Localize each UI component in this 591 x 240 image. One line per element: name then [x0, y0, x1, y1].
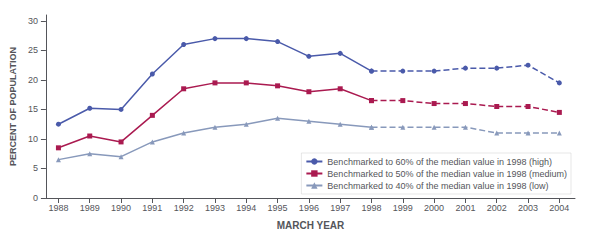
svg-text:1997: 1997	[330, 203, 350, 213]
svg-text:1999: 1999	[393, 203, 413, 213]
svg-text:1996: 1996	[299, 203, 319, 213]
svg-text:1988: 1988	[48, 203, 68, 213]
svg-text:2002: 2002	[487, 203, 507, 213]
svg-text:1992: 1992	[174, 203, 194, 213]
svg-text:10: 10	[28, 134, 38, 144]
svg-text:MARCH YEAR: MARCH YEAR	[277, 220, 345, 231]
svg-text:1995: 1995	[268, 203, 288, 213]
svg-text:5: 5	[33, 163, 38, 173]
svg-text:2004: 2004	[549, 203, 569, 213]
svg-text:2003: 2003	[518, 203, 538, 213]
svg-text:2000: 2000	[424, 203, 444, 213]
svg-text:Benchmarked to 40% of the medi: Benchmarked to 40% of the median value i…	[327, 181, 548, 191]
svg-text:1994: 1994	[236, 203, 256, 213]
svg-text:15: 15	[28, 104, 38, 114]
svg-text:30: 30	[28, 16, 38, 26]
svg-text:2001: 2001	[455, 203, 475, 213]
svg-text:0: 0	[33, 193, 38, 203]
svg-text:Benchmarked to 60% of the medi: Benchmarked to 60% of the median value i…	[327, 157, 552, 167]
svg-text:25: 25	[28, 45, 38, 55]
svg-text:Benchmarked to 50% of the medi: Benchmarked to 50% of the median value i…	[327, 169, 567, 179]
svg-text:1989: 1989	[80, 203, 100, 213]
svg-text:20: 20	[28, 75, 38, 85]
svg-text:1998: 1998	[361, 203, 381, 213]
svg-text:1993: 1993	[205, 203, 225, 213]
svg-text:PERCENT OF POPULATION: PERCENT OF POPULATION	[8, 47, 18, 166]
svg-text:1991: 1991	[142, 203, 162, 213]
svg-text:1990: 1990	[111, 203, 131, 213]
